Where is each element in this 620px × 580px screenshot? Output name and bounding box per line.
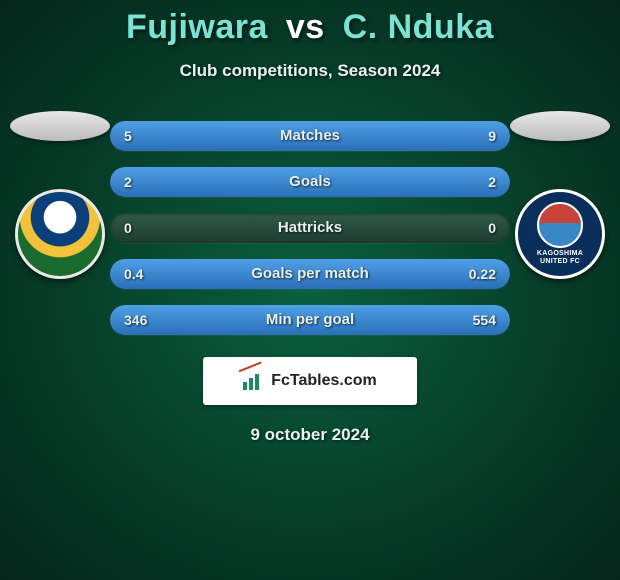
stat-row-matches: 5 Matches 9 [110,121,510,151]
stat-right-value: 0.22 [469,259,496,289]
vs-text: vs [286,8,325,46]
brand-badge: FcTables.com [203,357,417,405]
kagoshima-text-bottom: UNITED FC [540,258,580,266]
brand-text: FcTables.com [271,372,377,390]
stat-label: Matches [110,121,510,151]
stat-row-goals: 2 Goals 2 [110,167,510,197]
stat-label: Hattricks [110,213,510,243]
chart-icon [243,372,265,390]
stat-label: Min per goal [110,305,510,335]
content-area: KAGOSHIMA UNITED FC 5 Matches 9 2 Goals … [0,121,620,445]
kagoshima-text-top: KAGOSHIMA [537,250,583,258]
left-column [0,111,120,279]
right-column: KAGOSHIMA UNITED FC [500,111,620,279]
player2-name: C. Nduka [343,8,494,46]
player1-name: Fujiwara [126,8,268,46]
player1-avatar-placeholder [10,111,110,141]
player2-club-badge: KAGOSHIMA UNITED FC [515,189,605,279]
stat-right-value: 554 [473,305,496,335]
stat-row-min-per-goal: 346 Min per goal 554 [110,305,510,335]
page-title: Fujiwara vs C. Nduka [0,8,620,47]
kagoshima-inner-circle [537,202,583,248]
date-text: 9 october 2024 [0,425,620,445]
stats-bars: 5 Matches 9 2 Goals 2 0 Hattricks 0 [110,121,510,335]
comparison-card: Fujiwara vs C. Nduka Club competitions, … [0,0,620,580]
stat-right-value: 2 [488,167,496,197]
stat-row-goals-per-match: 0.4 Goals per match 0.22 [110,259,510,289]
player1-club-badge [15,189,105,279]
stat-label: Goals per match [110,259,510,289]
stat-label: Goals [110,167,510,197]
stat-right-value: 9 [488,121,496,151]
player2-avatar-placeholder [510,111,610,141]
subtitle: Club competitions, Season 2024 [0,61,620,81]
stat-right-value: 0 [488,213,496,243]
stat-row-hattricks: 0 Hattricks 0 [110,213,510,243]
